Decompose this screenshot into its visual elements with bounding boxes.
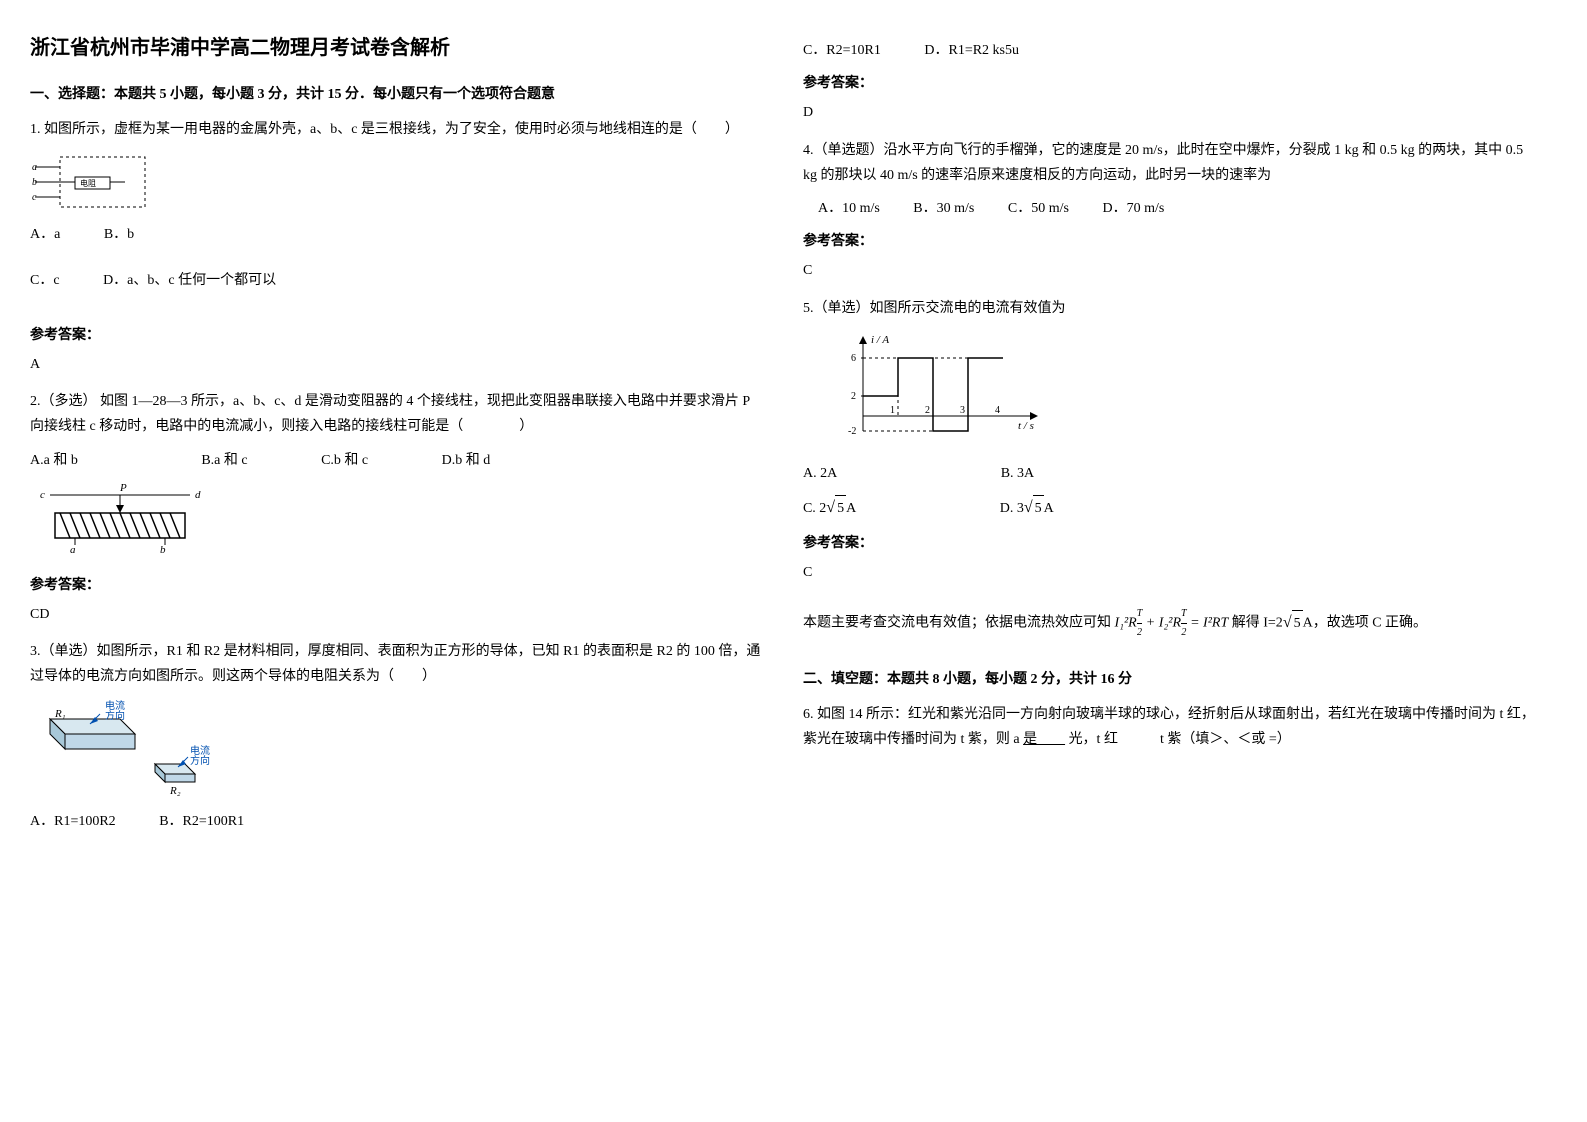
q3-text: 3.（单选）如图所示，R1 和 R2 是材料相同，厚度相同、表面积为正方形的导体…: [30, 639, 763, 689]
sqrt5-icon: √5: [826, 494, 846, 523]
question-5: 5.（单选）如图所示交流电的电流有效值为 i / A t / s 6 2 -2 …: [803, 296, 1536, 643]
svg-text:6: 6: [851, 353, 856, 364]
svg-text:-2: -2: [848, 426, 856, 437]
q5-optA: A. 2A: [803, 461, 837, 486]
q2-text: 2.（多选） 如图 1—28—3 所示，a、b、c、d 是滑动变阻器的 4 个接…: [30, 389, 763, 439]
question-4: 4.（单选题）沿水平方向飞行的手榴弹，它的速度是 20 m/s，此时在空中爆炸，…: [803, 138, 1536, 284]
svg-text:c: c: [32, 192, 37, 203]
q5-options-row1: A. 2A B. 3A: [803, 461, 1536, 486]
q1-options: A．a B．b C．c D．a、b、c 任何一个都可以: [30, 222, 763, 292]
q3-options: A．R1=100R2 B．R2=100R1: [30, 809, 763, 834]
q5-optC-prefix: C. 2: [803, 501, 826, 516]
q5-answer: C: [803, 560, 1536, 585]
q5-options-row2: C. 2√5A D. 3√5A: [803, 494, 1536, 523]
sqrt5-icon: √5: [1283, 609, 1303, 638]
q2-optB: B.a 和 c: [201, 448, 247, 473]
svg-text:1: 1: [890, 405, 895, 416]
right-column: C．R2=10R1 D．R1=R2 ks5u 参考答案： D 4.（单选题）沿水…: [803, 30, 1536, 847]
svg-text:方向: 方向: [105, 709, 125, 722]
question-3: 3.（单选）如图所示，R1 和 R2 是材料相同，厚度相同、表面积为正方形的导体…: [30, 639, 763, 835]
question-1: 1. 如图所示，虚框为某一用电器的金属外壳，a、b、c 是三根接线，为了安全，使…: [30, 117, 763, 377]
q1-answer-label: 参考答案：: [30, 323, 763, 348]
svg-text:b: b: [160, 544, 166, 556]
svg-text:2: 2: [925, 405, 930, 416]
q5-ac-graph: i / A t / s 6 2 -2 1 2 3 4: [833, 331, 1053, 451]
q5-exp1: 本题主要考查交流电有效值；依据电流热效应可知: [803, 616, 1111, 631]
q2-answer-label: 参考答案：: [30, 573, 763, 598]
q3-optC: C．R2=10R1: [803, 38, 881, 63]
q6-text: 6. 如图 14 所示：红光和紫光沿同一方向射向玻璃半球的球心，经折射后从球面射…: [803, 702, 1536, 752]
q5-explanation: 本题主要考查交流电有效值；依据电流热效应可知 I₁²RT2 + I₂²RT2 =…: [803, 605, 1536, 642]
q4-answer: C: [803, 258, 1536, 283]
question-2: 2.（多选） 如图 1—28—3 所示，a、b、c、d 是滑动变阻器的 4 个接…: [30, 389, 763, 627]
q4-optB: B．30 m/s: [913, 196, 974, 221]
q3-conductor-diagram: R₁ 电流 方向 R₂ 电流 方向: [30, 699, 230, 799]
svg-text:3: 3: [960, 405, 965, 416]
section2-heading: 二、填空题：本题共 8 小题，每小题 2 分，共计 16 分: [803, 667, 1536, 692]
q1-text: 1. 如图所示，虚框为某一用电器的金属外壳，a、b、c 是三根接线，为了安全，使…: [30, 117, 763, 142]
q1-optC: C．c: [30, 268, 60, 293]
svg-text:4: 4: [995, 405, 1000, 416]
svg-text:方向: 方向: [190, 754, 210, 767]
q5-optB: B. 3A: [1001, 461, 1034, 486]
q2-answer: CD: [30, 602, 763, 627]
q4-text: 4.（单选题）沿水平方向飞行的手榴弹，它的速度是 20 m/s，此时在空中爆炸，…: [803, 138, 1536, 188]
q4-options: A．10 m/s B．30 m/s C．50 m/s D．70 m/s: [803, 196, 1536, 221]
svg-text:c: c: [40, 489, 45, 501]
q2-resistor-diagram: c d P a b: [30, 483, 210, 563]
svg-text:R₁: R₁: [54, 708, 66, 720]
q6-text2: 光，t 红 t 紫（填＞、＜或 =）: [1069, 732, 1291, 747]
question-6: 6. 如图 14 所示：红光和紫光沿同一方向射向玻璃半球的球心，经折射后从球面射…: [803, 702, 1536, 752]
q5-optD-suffix: A: [1044, 501, 1054, 516]
q3-answer: D: [803, 100, 1536, 125]
svg-text:t / s: t / s: [1018, 420, 1034, 432]
svg-text:P: P: [119, 483, 127, 494]
svg-text:2: 2: [851, 391, 856, 402]
q3-options-cont: C．R2=10R1 D．R1=R2 ks5u: [803, 38, 1536, 63]
q1-answer: A: [30, 352, 763, 377]
q5-optD: D. 3√5A: [1000, 494, 1054, 523]
svg-text:a: a: [32, 162, 37, 173]
svg-text:i / A: i / A: [871, 334, 889, 346]
section1-heading: 一、选择题：本题共 5 小题，每小题 3 分，共计 15 分．每小题只有一个选项…: [30, 82, 763, 107]
q3-optD: D．R1=R2 ks5u: [924, 38, 1019, 63]
q3-optB: B．R2=100R1: [159, 809, 244, 834]
q4-optA: A．10 m/s: [818, 196, 880, 221]
q2-optD: D.b 和 d: [442, 448, 491, 473]
svg-text:a: a: [70, 544, 76, 556]
left-column: 浙江省杭州市毕浦中学高二物理月考试卷含解析 一、选择题：本题共 5 小题，每小题…: [30, 30, 763, 847]
svg-text:R₂: R₂: [169, 785, 181, 797]
q5-optC: C. 2√5A: [803, 494, 856, 523]
q3-optA: A．R1=100R2: [30, 809, 116, 834]
q5-formula: I₁²RT2 + I₂²RT2 = I²RT: [1114, 605, 1228, 642]
sqrt5-icon: √5: [1024, 494, 1044, 523]
q1-circuit-diagram: a b c 电阻: [30, 152, 150, 212]
q2-optA: A.a 和 b: [30, 448, 78, 473]
q2-options: A.a 和 b B.a 和 c C.b 和 c D.b 和 d: [30, 448, 763, 473]
q3-answer-label: 参考答案：: [803, 71, 1536, 96]
q5-optC-suffix: A: [846, 501, 856, 516]
q5-optD-prefix: D. 3: [1000, 501, 1024, 516]
q5-exp2: 解得 I=2: [1232, 616, 1283, 631]
svg-text:电阻: 电阻: [80, 178, 96, 188]
svg-text:d: d: [195, 489, 201, 501]
q1-optD: D．a、b、c 任何一个都可以: [103, 268, 276, 293]
q4-optC: C．50 m/s: [1008, 196, 1069, 221]
q5-answer-label: 参考答案：: [803, 531, 1536, 556]
q2-optC: C.b 和 c: [321, 448, 368, 473]
q5-exp3: ，故选项 C 正确。: [1313, 616, 1427, 631]
q5-text: 5.（单选）如图所示交流电的电流有效值为: [803, 296, 1536, 321]
q6-blank1: 是: [1023, 732, 1065, 747]
q1-optA: A．a: [30, 222, 60, 247]
page-title: 浙江省杭州市毕浦中学高二物理月考试卷含解析: [30, 30, 763, 66]
q4-optD: D．70 m/s: [1102, 196, 1164, 221]
svg-text:b: b: [32, 177, 37, 188]
q1-optB: B．b: [104, 222, 134, 247]
q4-answer-label: 参考答案：: [803, 229, 1536, 254]
